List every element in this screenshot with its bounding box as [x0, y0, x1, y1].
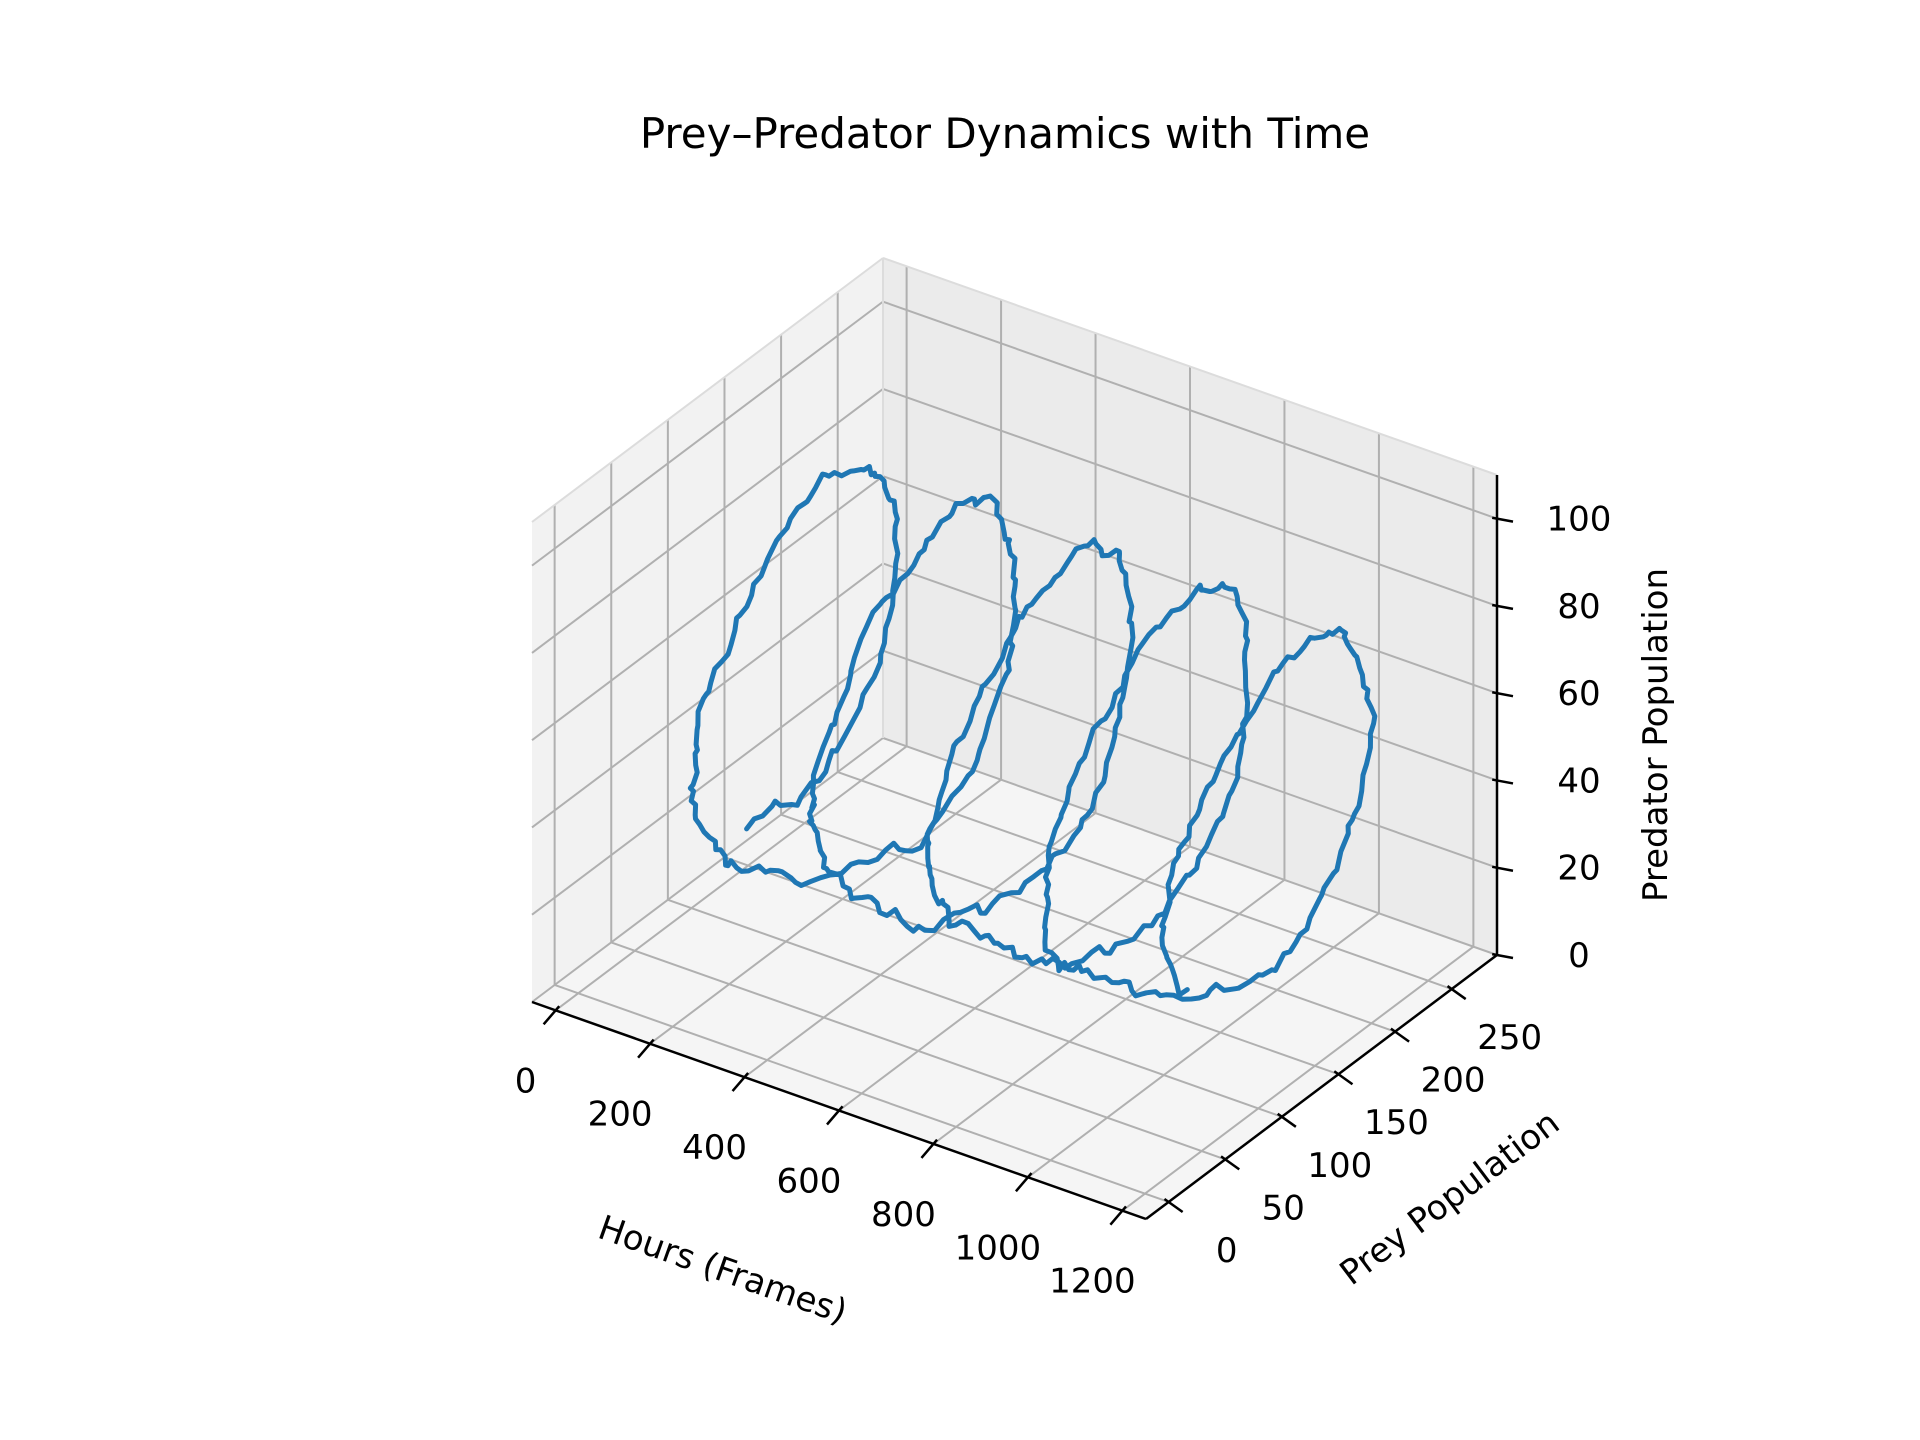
series-line [687, 464, 1378, 1002]
grid-lines [531, 257, 1498, 1212]
grid-line-y-floor [610, 941, 1226, 1161]
grid-line-z-side [531, 388, 884, 654]
x-tick-label: 800 [871, 1195, 936, 1235]
x-tick-label: 400 [682, 1128, 747, 1168]
side-pane [532, 258, 883, 1002]
y-tick-mark [1333, 1070, 1354, 1086]
grid-line-z-back [882, 387, 1498, 607]
grid-line-x-floor [743, 812, 1097, 1078]
axis-panes [532, 258, 1497, 1219]
x-axis-label: Hours (Frames) [593, 1208, 852, 1333]
grid-line-z-back [882, 737, 1498, 956]
x-tick-mark [1109, 1205, 1127, 1226]
x-tick-label: 200 [588, 1095, 653, 1135]
z-tick-label: 100 [1547, 500, 1612, 540]
grid-line-z-side [531, 300, 884, 567]
z-tick-label: 0 [1568, 936, 1590, 976]
z-tick-mark [1491, 865, 1514, 872]
x-tick-label: 1200 [1049, 1262, 1136, 1302]
pane-edge [531, 257, 884, 523]
z-tick-mark [1491, 952, 1514, 960]
grid-line-x-floor [1027, 912, 1380, 1179]
z-tick-label: 20 [1557, 849, 1600, 889]
grid-line-x-floor [649, 778, 1002, 1045]
series-group [687, 464, 1378, 1002]
z-tick-label: 60 [1557, 674, 1600, 714]
y-axis-line [1145, 954, 1498, 1220]
x-tick-mark [1014, 1172, 1033, 1193]
tick-labels: 0200400600800100012000501001502002500204… [515, 500, 1612, 1302]
y-tick-label: 100 [1307, 1146, 1372, 1186]
x-tick-mark [920, 1138, 939, 1159]
z-tick-label: 80 [1557, 587, 1600, 627]
y-tick-mark [1163, 1197, 1184, 1213]
z-tick-mark [1491, 603, 1514, 611]
y-tick-label: 50 [1262, 1188, 1305, 1228]
grid-line-y-floor [667, 898, 1283, 1118]
x-tick-mark [637, 1038, 655, 1059]
x-tick-label: 600 [777, 1162, 842, 1202]
grid-line-z-back [882, 562, 1498, 782]
z-tick-mark [1491, 778, 1514, 785]
grid-line-z-side [531, 737, 884, 1003]
y-tick-mark [1276, 1112, 1297, 1128]
y-tick-label: 250 [1477, 1018, 1542, 1058]
z-axis-label: Predator Population [1636, 568, 1676, 902]
grid-line-x-floor [932, 879, 1286, 1145]
z-tick-label: 40 [1557, 761, 1600, 801]
axis-lines [531, 475, 1514, 1226]
x-tick-mark [542, 1005, 561, 1026]
grid-line-x-floor [555, 745, 908, 1012]
y-tick-mark [1220, 1155, 1240, 1171]
y-tick-mark [1446, 985, 1467, 1001]
y-tick-label: 200 [1421, 1061, 1486, 1101]
x-tick-label: 0 [515, 1061, 537, 1101]
grid-line-y-floor [554, 984, 1169, 1203]
grid-line-x-floor [1121, 945, 1474, 1212]
y-tick-label: 0 [1216, 1231, 1238, 1271]
grid-line-z-side [531, 649, 884, 916]
x-tick-label: 1000 [955, 1228, 1042, 1268]
z-tick-mark [1491, 516, 1514, 523]
x-tick-mark [826, 1105, 844, 1126]
x-tick-mark [731, 1072, 750, 1092]
pane-edge [882, 257, 1498, 476]
grid-line-z-back [882, 475, 1498, 695]
grid-line-z-side [531, 475, 884, 741]
grid-line-z-back [882, 300, 1498, 520]
chart-title: Prey–Predator Dynamics with Time [640, 109, 1370, 158]
grid-line-x-floor [838, 845, 1191, 1112]
y-tick-mark [1390, 1027, 1410, 1043]
z-tick-mark [1491, 691, 1514, 698]
y-tick-label: 150 [1364, 1103, 1429, 1143]
